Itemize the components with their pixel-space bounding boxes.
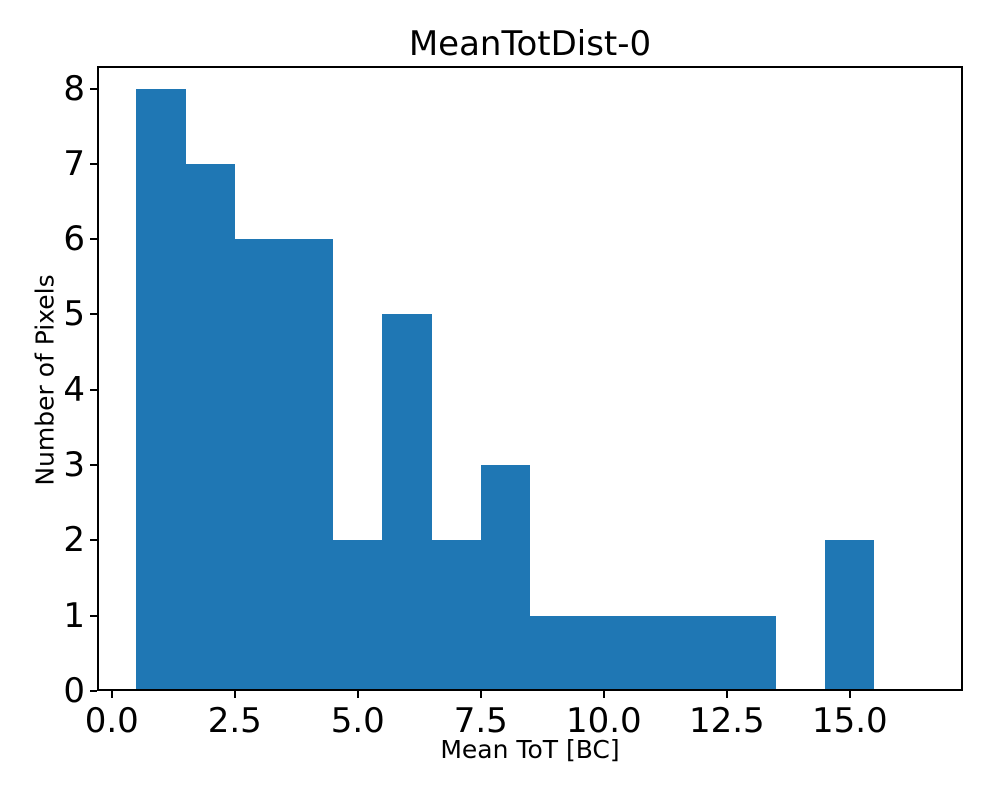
chart-title: MeanTotDist-0 [408, 24, 652, 64]
histogram-bar [431, 540, 481, 691]
histogram-bar [185, 163, 235, 691]
x-tick-mark [602, 691, 605, 698]
histogram-bar [234, 239, 284, 691]
y-tick-mark [90, 313, 97, 316]
x-tick-label: 2.5 [207, 701, 262, 741]
x-tick-label: 12.5 [688, 701, 765, 741]
x-tick-mark [233, 691, 236, 698]
histogram-bar [726, 615, 777, 691]
histogram-bar [579, 615, 629, 691]
bars-layer [97, 66, 963, 691]
x-tick-label: 0.0 [84, 701, 139, 741]
y-tick-label: 6 [63, 219, 85, 260]
y-tick-label: 8 [63, 68, 85, 109]
histogram-bar [825, 540, 875, 691]
x-tick-label: 5.0 [330, 701, 385, 741]
x-tick-mark [110, 691, 113, 698]
y-tick-label: 7 [63, 143, 85, 184]
histogram-bar [283, 239, 334, 691]
histogram-bar [530, 615, 580, 691]
x-tick-label: 7.5 [453, 701, 508, 741]
y-tick-mark [90, 539, 97, 542]
y-tick-mark [90, 162, 97, 165]
y-tick-mark [90, 388, 97, 391]
y-tick-label: 1 [63, 595, 85, 636]
y-axis-label: Number of Pixels [30, 274, 60, 486]
x-tick-mark [848, 691, 851, 698]
x-tick-mark [479, 691, 482, 698]
y-tick-label: 0 [63, 671, 85, 711]
y-tick-mark [90, 614, 97, 617]
x-tick-mark [725, 691, 728, 698]
x-tick-label: 10.0 [565, 701, 642, 741]
y-tick-mark [90, 238, 97, 241]
histogram-bar [628, 615, 678, 691]
y-tick-label: 2 [63, 520, 85, 561]
x-tick-label: 15.0 [811, 701, 888, 741]
y-tick-label: 3 [63, 445, 85, 486]
y-tick-mark [90, 464, 97, 467]
y-tick-label: 5 [63, 294, 85, 335]
x-axis-label: Mean ToT [BC] [440, 735, 620, 764]
y-tick-mark [90, 87, 97, 90]
histogram-bar [333, 540, 383, 691]
histogram-bar [136, 88, 186, 691]
y-tick-label: 4 [63, 369, 85, 410]
histogram-bar [382, 314, 432, 691]
histogram-bar [677, 615, 727, 691]
x-tick-mark [356, 691, 359, 698]
plot-area [97, 66, 963, 691]
y-tick-mark [90, 690, 97, 692]
histogram-bar [480, 465, 530, 691]
